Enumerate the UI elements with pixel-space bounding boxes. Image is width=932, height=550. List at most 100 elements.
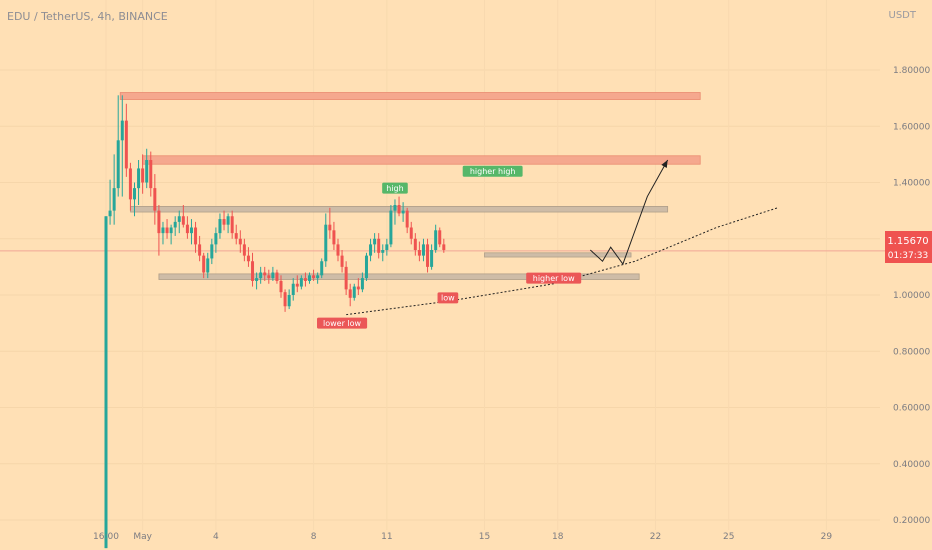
trendline [346, 207, 778, 316]
candle-body [360, 278, 364, 290]
candle-body [259, 272, 263, 279]
currency-unit: USDT [888, 10, 916, 21]
candle-body [194, 227, 198, 245]
candle-body [149, 160, 153, 189]
annotation-text: low [441, 294, 455, 303]
candle-body [364, 255, 368, 279]
current-price-badge-bg [885, 231, 932, 263]
candle-body [214, 233, 218, 245]
candle-body [137, 168, 141, 189]
annotation-lower-low: lower low [317, 317, 368, 329]
candle-body [275, 272, 279, 281]
time-tick-label: 22 [650, 532, 661, 542]
candle-body [181, 216, 185, 225]
candle-body [348, 289, 352, 298]
annotation-badge [526, 272, 582, 284]
price-tick-label: 0.80000 [893, 347, 930, 357]
candle-body [120, 120, 124, 141]
candle-body [128, 168, 132, 200]
candle-body [267, 275, 271, 279]
candle-body [332, 230, 336, 245]
candle-body [377, 238, 381, 253]
price-tick-label: 1.40000 [893, 179, 930, 189]
annotation-high: high [382, 182, 408, 194]
candle-body [222, 219, 226, 225]
candle-body [393, 205, 397, 211]
candle-body [308, 275, 311, 281]
candle-body [112, 188, 116, 211]
time-tick-label: 11 [381, 532, 392, 542]
candle-body [421, 244, 425, 256]
time-tick-label: 4 [213, 532, 219, 542]
grid-lines [0, 69, 880, 521]
candle-body [356, 286, 360, 290]
time-tick-label: 15 [479, 532, 490, 542]
candle-body [283, 292, 287, 307]
candle-body [116, 140, 120, 189]
candle-body [124, 120, 128, 169]
candle-body [426, 244, 430, 267]
projection-path [589, 159, 669, 266]
time-tick-label: May [133, 532, 152, 542]
candle-body [145, 160, 149, 183]
candle-body [344, 266, 348, 290]
current-price-value: 1.15670 [887, 236, 928, 247]
candle-body [251, 261, 255, 281]
candle-body [206, 258, 210, 273]
candle-body [189, 227, 193, 234]
candle-body [401, 210, 405, 214]
candle-body [157, 210, 161, 234]
candle-body [287, 295, 291, 307]
candle-body [169, 227, 173, 234]
candles [104, 95, 446, 549]
candle-body [165, 227, 169, 234]
price-tick-label: 1.80000 [893, 66, 930, 76]
candle-body [409, 227, 413, 239]
time-axis[interactable]: 16:00 May 4 8 11 15 18 22 25 29 [93, 532, 832, 542]
annotation-badge [382, 182, 408, 194]
candle-body [132, 188, 136, 200]
projection-arrowhead-icon [661, 160, 668, 168]
candle-body [218, 219, 222, 234]
candle-body [413, 238, 417, 250]
annotation-higher-low: higher low [526, 272, 582, 284]
candle-body [141, 168, 145, 183]
candle-body [303, 278, 307, 281]
annotation-labels: high higher high lower low low higher low [317, 165, 582, 329]
candle-body [389, 210, 393, 245]
bar-countdown: 01:37:33 [888, 251, 928, 261]
candle-body [405, 210, 409, 228]
candle-body [242, 244, 246, 256]
time-tick-label: 8 [311, 532, 317, 542]
candle-body [381, 250, 385, 253]
candle-body [177, 216, 181, 222]
annotation-badge [437, 292, 459, 304]
candle-body [279, 280, 283, 293]
candle-body [291, 283, 295, 295]
candle-body [185, 224, 189, 234]
candle-body [246, 255, 250, 262]
candle-body [161, 227, 165, 234]
annotation-low: low [437, 292, 459, 304]
candle-body [210, 244, 214, 259]
candle-body [385, 244, 389, 250]
annotation-text: higher low [533, 274, 575, 283]
candle-body [373, 238, 377, 245]
candle-body [397, 205, 401, 214]
candle-body [442, 244, 446, 250]
price-axis[interactable]: 1.800001.600001.400001.200001.000000.800… [893, 66, 930, 526]
annotation-badge [462, 165, 523, 177]
candle-body [226, 216, 230, 225]
candle-body [108, 210, 112, 217]
candle-body [295, 283, 299, 287]
candle-body [234, 233, 238, 239]
annotation-badge [317, 317, 368, 329]
candle-body [336, 244, 340, 256]
level-resistance-top [119, 92, 701, 100]
time-tick-label: 25 [723, 532, 734, 542]
level-range-bottom [158, 273, 640, 280]
candle-body [173, 221, 177, 228]
candle-body [230, 216, 234, 234]
candle-body [328, 224, 332, 231]
